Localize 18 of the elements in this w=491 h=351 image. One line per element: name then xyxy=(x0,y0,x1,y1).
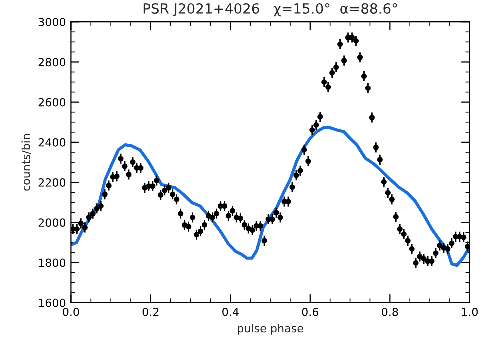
y-tick-label: 2000 xyxy=(38,218,66,228)
y-axis-title: counts/bin xyxy=(22,134,32,191)
x-tick-label: 0.8 xyxy=(382,308,398,316)
y-tick-label: 1600 xyxy=(39,298,66,308)
y-tick-label: 2800 xyxy=(38,58,66,67)
y-tick-label: 3000 xyxy=(38,18,66,26)
x-axis-title: pulse phase xyxy=(238,324,304,335)
y-tick-label: 2400 xyxy=(38,138,66,147)
y-tick-label: 1800 xyxy=(39,258,66,268)
x-tick-label: 0.0 xyxy=(63,308,80,316)
x-tick-label: 0.6 xyxy=(302,308,319,316)
chart-title: PSR J2021+4026 χ=15.0° α=88.6° xyxy=(144,3,398,17)
line-series xyxy=(71,126,470,268)
x-tick-label: 1.0 xyxy=(462,308,478,316)
y-tick-label: 2600 xyxy=(38,98,66,107)
x-tick-label: 0.2 xyxy=(142,308,159,316)
x-tick-label: 0.4 xyxy=(222,308,239,316)
y-tick-label: 2200 xyxy=(38,178,66,187)
